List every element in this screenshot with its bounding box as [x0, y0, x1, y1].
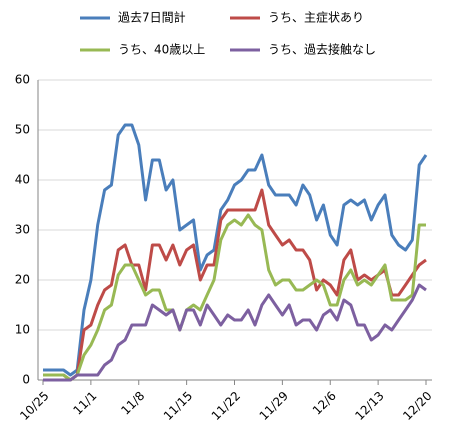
- x-tick-label: 12/6: [310, 389, 339, 418]
- series-line: [43, 283, 427, 382]
- y-tick-label: 0: [22, 373, 30, 387]
- x-tick-label: 11/15: [161, 389, 195, 423]
- x-tick-label: 11/29: [257, 389, 291, 423]
- series-line: [43, 123, 428, 377]
- x-tick-label: 12/13: [352, 389, 386, 423]
- legend-label: うち、過去接触なし: [268, 42, 376, 57]
- x-tick-label: 12/20: [400, 389, 434, 423]
- x-tick-label: 11/1: [71, 389, 100, 418]
- x-tick-label: 11/22: [209, 389, 243, 423]
- series-line: [43, 213, 426, 382]
- y-tick-label: 20: [15, 273, 30, 287]
- x-tick-label: 11/8: [118, 389, 147, 418]
- legend-label: うち、40歳以上: [118, 43, 205, 57]
- y-tick-label: 60: [15, 73, 30, 87]
- y-tick-label: 40: [15, 173, 30, 187]
- legend-label: 過去7日間計: [118, 10, 186, 25]
- y-tick-label: 30: [15, 223, 30, 237]
- y-tick-label: 50: [15, 123, 30, 137]
- legend-label: うち、主症状あり: [268, 10, 364, 25]
- series-line: [43, 188, 427, 382]
- x-tick-label: 10/25: [17, 389, 51, 423]
- y-tick-label: 10: [15, 323, 30, 337]
